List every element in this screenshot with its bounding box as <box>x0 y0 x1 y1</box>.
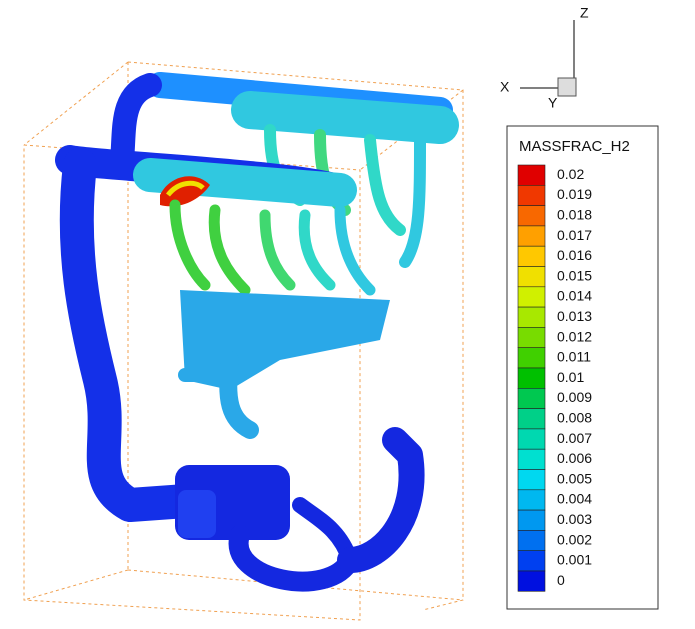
legend-swatch <box>518 165 545 185</box>
legend-label: 0.012 <box>557 328 592 344</box>
legend-label: 0.014 <box>557 288 592 304</box>
legend-label: 0 <box>557 572 565 588</box>
legend-swatch <box>518 226 545 246</box>
legend-label: 0.015 <box>557 267 592 283</box>
z-label: Z <box>580 5 589 21</box>
scene: Z X Y MASSFRAC_H2 0.02 0.019 0.018 0.017 0.0… <box>0 0 695 629</box>
legend-swatch <box>518 287 545 307</box>
x-label: X <box>500 79 510 95</box>
legend-swatch <box>518 267 545 287</box>
legend-label: 0.007 <box>557 430 592 446</box>
legend-label: 0.01 <box>557 369 584 385</box>
legend-label: 0.017 <box>557 227 592 243</box>
legend-swatch <box>518 530 545 550</box>
legend-label: 0.006 <box>557 450 592 466</box>
legend-title: MASSFRAC_H2 <box>519 138 630 155</box>
legend-swatch <box>518 327 545 347</box>
legend-swatch <box>518 571 545 591</box>
legend-label: 0.005 <box>557 470 592 486</box>
legend-swatch <box>518 490 545 510</box>
legend: MASSFRAC_H2 0.02 0.019 0.018 0.017 0.016 0.01… <box>507 126 658 609</box>
legend-swatch <box>518 206 545 226</box>
legend-swatch <box>518 551 545 571</box>
manifold-geometry <box>70 85 440 582</box>
triad-cube <box>558 78 576 96</box>
legend-swatch <box>518 429 545 449</box>
legend-label: 0.02 <box>557 166 584 182</box>
legend-swatch <box>518 185 545 205</box>
y-label: Y <box>548 95 558 111</box>
legend-label: 0.011 <box>557 349 591 365</box>
legend-label: 0.016 <box>557 247 592 263</box>
legend-label: 0.004 <box>557 491 592 507</box>
axis-triad: Z X Y <box>500 5 589 111</box>
legend-swatch <box>518 368 545 388</box>
legend-label: 0.008 <box>557 409 592 425</box>
legend-label: 0.019 <box>557 186 592 202</box>
legend-label: 0.001 <box>557 552 592 568</box>
legend-swatch <box>518 470 545 490</box>
legend-label: 0.009 <box>557 389 592 405</box>
legend-swatch <box>518 449 545 469</box>
legend-swatch <box>518 388 545 408</box>
legend-swatch <box>518 510 545 530</box>
legend-label: 0.002 <box>557 531 592 547</box>
legend-swatch <box>518 409 545 429</box>
legend-swatch <box>518 348 545 368</box>
legend-label: 0.003 <box>557 511 592 527</box>
legend-swatch <box>518 246 545 266</box>
legend-swatch <box>518 307 545 327</box>
legend-label: 0.013 <box>557 308 592 324</box>
legend-label: 0.018 <box>557 206 592 222</box>
